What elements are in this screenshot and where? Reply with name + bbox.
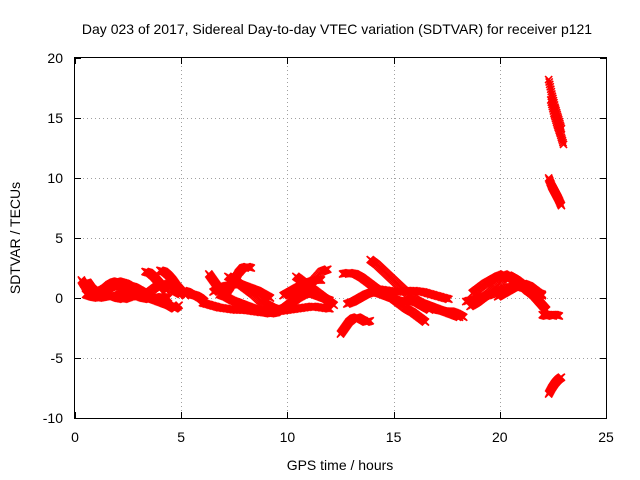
series-arc-30 [521, 283, 551, 315]
data-point [247, 263, 256, 273]
series-arc-33 [546, 95, 568, 149]
y-tick-label: -5 [51, 350, 64, 366]
chart-title: Day 023 of 2017, Sidereal Day-to-day VTE… [82, 21, 592, 37]
series-arc-35 [544, 373, 566, 399]
y-axis-label: SDTVAR / TECUs [7, 182, 23, 294]
data-point [329, 301, 339, 310]
y-tick-label: -10 [43, 410, 63, 426]
data-point [555, 311, 564, 321]
x-tick-label: 0 [71, 429, 79, 445]
grid-lines [75, 58, 606, 418]
x-tick-label: 5 [177, 429, 185, 445]
series-arc-34 [544, 173, 566, 210]
series-arc-22 [368, 284, 453, 304]
y-tick-label: 10 [47, 170, 63, 186]
data-point [421, 317, 430, 327]
series-arc-23 [389, 295, 430, 327]
data-point [162, 286, 171, 295]
y-tick-label: 20 [47, 50, 63, 66]
data-point [317, 275, 326, 285]
data-point [459, 313, 468, 322]
plot-border [74, 57, 607, 419]
series-arc-06 [155, 266, 190, 300]
series-arc-18 [336, 313, 375, 339]
data-point [444, 295, 453, 304]
series-arc-05 [140, 267, 171, 295]
x-axis-label: GPS time / hours [287, 457, 394, 473]
y-tick-label: 5 [55, 230, 63, 246]
x-tick-label: 25 [598, 429, 614, 445]
data-point [366, 316, 375, 325]
data-point [557, 373, 566, 382]
data-point [557, 201, 566, 210]
data-point [559, 140, 568, 149]
series-arc-08 [179, 286, 209, 306]
y-tick-label: 15 [47, 110, 63, 126]
data-point [266, 293, 275, 303]
series-arc-24 [427, 303, 468, 322]
x-tick-label: 20 [492, 429, 508, 445]
series-arc-17 [291, 272, 339, 310]
x-tick-label: 15 [386, 429, 402, 445]
series-arc-31 [538, 310, 564, 321]
y-tick-label: 0 [55, 290, 63, 306]
series-arc-07 [145, 293, 184, 313]
tick-labels: 0 5 10 15 20 25 -10 -5 0 5 10 15 20 [43, 50, 614, 445]
x-tick-label: 10 [280, 429, 296, 445]
data-point [323, 265, 332, 274]
data-point [174, 301, 184, 310]
axis-ticks [75, 58, 607, 419]
data-points [77, 75, 568, 399]
data-point [558, 138, 568, 147]
